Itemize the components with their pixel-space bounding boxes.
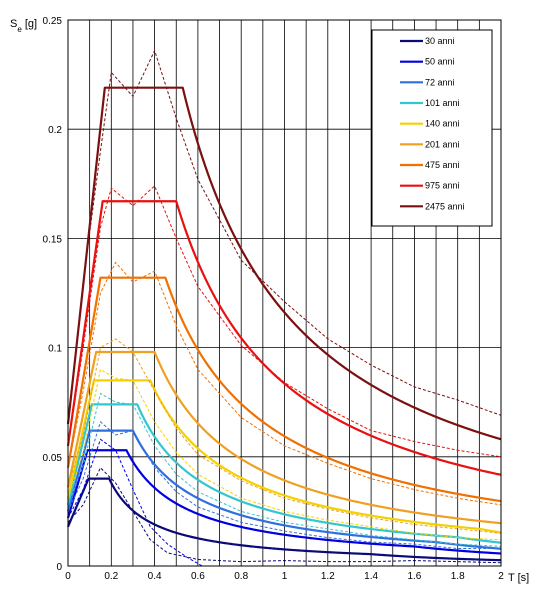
- series-140-anni: [66, 368, 502, 541]
- x-tick-label: 0.4: [148, 571, 162, 582]
- y-axis-label: Se [g]: [10, 18, 37, 34]
- series-72-anni: [66, 420, 502, 550]
- x-tick-label: 0.6: [191, 571, 205, 582]
- x-axis-label: T [s]: [508, 572, 529, 584]
- series-2475-anni: [66, 49, 502, 441]
- x-tick-label: 0: [65, 571, 71, 582]
- y-tick-label: 0.05: [43, 453, 63, 464]
- legend-label: 475 anni: [425, 160, 460, 170]
- series-201-anni: [66, 338, 502, 534]
- series-975-anni: [66, 185, 502, 476]
- series-dashed-line: [67, 392, 502, 547]
- series-solid-line: [66, 350, 502, 525]
- series-dashed-line: [67, 49, 502, 425]
- x-tick-label: 1.2: [321, 571, 335, 582]
- x-tick-label: 2: [498, 571, 504, 582]
- legend-label: 30 anni: [425, 36, 455, 46]
- legend-box: [371, 29, 493, 227]
- series-solid-line: [66, 276, 502, 503]
- y-tick-label: 0.1: [48, 344, 62, 355]
- legend-label: 101 anni: [425, 98, 460, 108]
- x-tick-label: 1.8: [451, 571, 465, 582]
- y-label-main: S: [10, 18, 17, 30]
- plot-frame: [67, 19, 502, 567]
- legend-label: 975 anni: [425, 181, 460, 191]
- y-tick-label: 0.2: [48, 125, 62, 136]
- legend-label: 50 anni: [425, 57, 455, 67]
- series-solid-line: [66, 379, 502, 534]
- series-solid-line: [66, 403, 502, 544]
- series-lines: [66, 49, 502, 567]
- legend-label: 72 anni: [425, 77, 455, 87]
- series-solid-line: [66, 449, 502, 555]
- series-solid-line: [66, 477, 502, 562]
- series-101-anni: [66, 392, 502, 547]
- legend-label: 2475 anni: [425, 201, 465, 211]
- series-dashed-line: [67, 338, 502, 534]
- tick-labels: 0 0.2 0.4 0.6 0.8 1 1.2 1.4 1.6 1.8 2 0 0.05 0.1 0.15 0…: [43, 16, 505, 582]
- series-475-anni: [66, 261, 502, 506]
- series-dashed-line: [67, 466, 502, 564]
- series-solid-line: [66, 86, 502, 441]
- y-label-sub: e: [17, 25, 22, 34]
- series-30-anni: [66, 466, 502, 564]
- legend-label: 140 anni: [425, 119, 460, 129]
- y-label-unit: [g]: [22, 18, 37, 30]
- series-dashed-line: [67, 420, 501, 550]
- x-tick-label: 0.8: [234, 571, 248, 582]
- x-tick-label: 1: [282, 571, 288, 582]
- x-tick-label: 1.4: [364, 571, 378, 582]
- x-tick-label: 0.2: [104, 571, 118, 582]
- series-solid-line: [66, 429, 502, 550]
- y-tick-label: 0.25: [43, 16, 63, 27]
- series-50-anni: [66, 438, 502, 567]
- y-tick-label: 0: [56, 562, 62, 573]
- legend: 30 anni 50 anni 72 anni 101 anni 140 anni 201…: [371, 29, 493, 227]
- legend-label: 201 anni: [425, 139, 460, 149]
- series-dashed-line: [67, 185, 502, 458]
- y-tick-label: 0.15: [43, 234, 63, 245]
- series-solid-line: [66, 200, 502, 476]
- x-tick-label: 1.6: [407, 571, 421, 582]
- axes: [67, 19, 502, 567]
